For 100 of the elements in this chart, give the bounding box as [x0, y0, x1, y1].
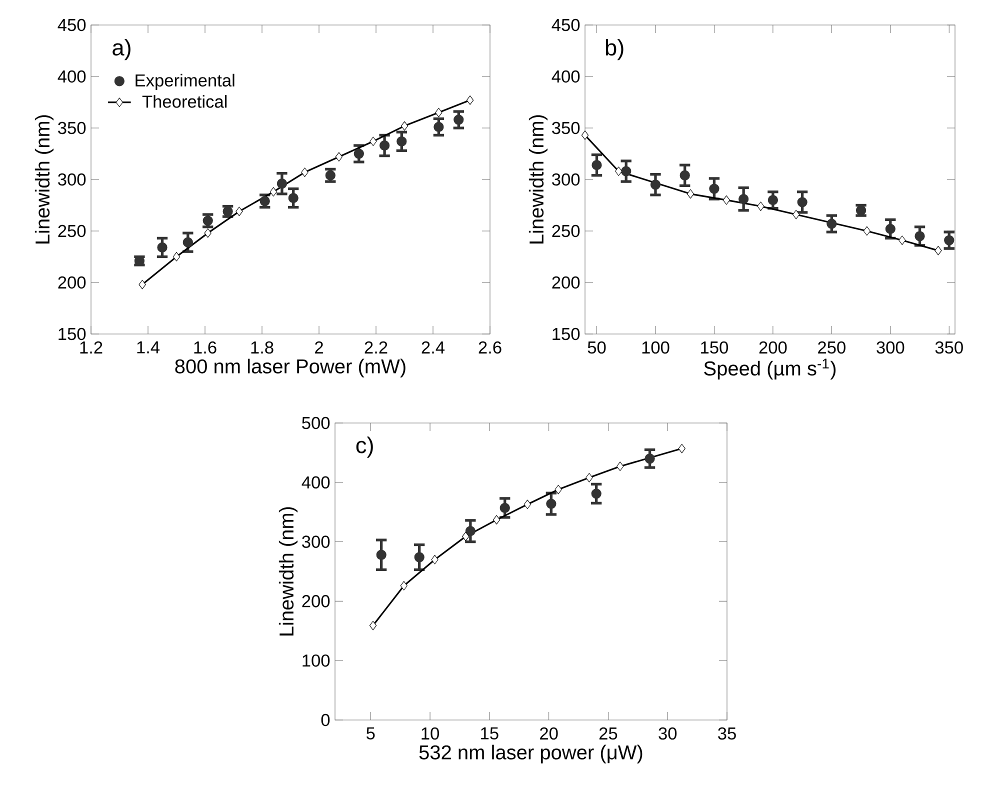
x-axis-title: Speed (µm s$^{-1}$): [704, 358, 836, 380]
point: [204, 228, 212, 238]
x-tick-label: 15: [481, 727, 498, 740]
point: [680, 170, 690, 180]
x-tick-label: 2.6: [478, 341, 502, 354]
x-tick-label: 30: [658, 727, 677, 740]
y-tick-label: 0: [321, 714, 330, 726]
y-tick-label: 400: [58, 70, 86, 83]
point: [592, 160, 602, 170]
point: [325, 170, 336, 180]
x-axis-title: 532 nm laser power (μW): [419, 744, 642, 764]
x-tick-label: 250: [818, 341, 846, 354]
y-tick-label: 200: [58, 276, 86, 289]
y-tick-label: 300: [302, 536, 330, 548]
point: [644, 454, 655, 464]
point: [260, 196, 270, 206]
x-tick-label: 150: [701, 341, 728, 354]
annotation: a): [112, 38, 130, 60]
legend-label: Theoretical: [142, 95, 227, 108]
point: [934, 246, 942, 256]
x-tick-label: 2.4: [422, 341, 445, 354]
y-tick-label: 350: [552, 122, 580, 134]
point: [157, 242, 168, 253]
x-tick-label: 350: [935, 341, 963, 354]
point: [301, 168, 308, 177]
point: [554, 484, 562, 494]
x-tick-label: 1.4: [137, 341, 160, 354]
point: [434, 122, 444, 132]
point: [709, 184, 720, 194]
point: [792, 210, 800, 220]
point: [414, 552, 424, 562]
x-tick-label: 2.2: [364, 341, 388, 354]
y-tick-label: 500: [302, 416, 330, 430]
point: [270, 187, 277, 197]
point: [586, 472, 593, 482]
point: [768, 195, 778, 206]
y-tick-label: 200: [552, 276, 580, 289]
point: [738, 194, 749, 204]
point: [616, 462, 624, 472]
y-tick-label: 350: [58, 122, 86, 134]
point: [400, 121, 408, 131]
point: [354, 148, 364, 159]
point: [591, 488, 602, 499]
point: [898, 236, 906, 245]
point: [172, 252, 180, 262]
x-tick-label: 2: [315, 341, 323, 354]
point: [369, 620, 377, 630]
point: [650, 180, 661, 190]
point: [757, 202, 764, 211]
point: [914, 231, 925, 242]
point: [466, 96, 474, 105]
x-tick-label: 20: [540, 727, 558, 740]
point: [202, 216, 213, 226]
x-tick-label: 100: [642, 341, 670, 354]
y-tick-label: 250: [58, 224, 86, 238]
x-tick-label: 1.6: [194, 341, 216, 354]
point: [335, 152, 343, 162]
point: [435, 108, 442, 118]
y-tick-label: 150: [58, 328, 86, 340]
point: [863, 226, 870, 236]
x-tick-label: 10: [422, 727, 440, 740]
point: [826, 218, 837, 229]
point: [797, 197, 808, 208]
point: [722, 195, 730, 205]
annotation: c): [356, 436, 373, 458]
y-tick-label: 150: [552, 328, 580, 340]
point: [396, 136, 407, 146]
point: [686, 189, 694, 199]
x-tick-label: 35: [718, 727, 736, 740]
x-tick-label: 300: [876, 341, 904, 354]
point: [465, 526, 476, 536]
y-axis-title: Linewidth (nm): [528, 115, 548, 244]
x-tick-label: 1.8: [251, 341, 274, 354]
y-tick-label: 400: [552, 70, 580, 83]
point: [276, 178, 288, 189]
x-tick-label: 200: [759, 341, 787, 354]
y-tick-label: 300: [552, 173, 580, 186]
y-tick-label: 250: [552, 224, 580, 238]
x-tick-label: 5: [366, 727, 375, 740]
point: [678, 444, 686, 454]
y-tick-label: 450: [58, 18, 86, 32]
x-tick-label: 50: [588, 341, 606, 354]
point: [885, 224, 896, 234]
y-axis-title: Linewidth (nm): [34, 115, 54, 244]
point: [524, 500, 532, 510]
annotation: b): [606, 38, 624, 60]
point: [621, 166, 632, 176]
y-tick-label: 300: [58, 173, 86, 186]
y-tick-label: 200: [302, 595, 330, 608]
point: [138, 280, 146, 290]
point: [581, 130, 589, 140]
y-axis-title: Linewidth (nm): [278, 507, 298, 636]
point: [182, 237, 193, 248]
legend-label: Experimental: [136, 74, 234, 90]
point: [462, 532, 470, 542]
point: [236, 206, 243, 216]
point: [400, 581, 408, 590]
point: [288, 192, 298, 204]
y-tick-label: 450: [552, 18, 580, 32]
y-tick-label: 400: [302, 476, 330, 489]
